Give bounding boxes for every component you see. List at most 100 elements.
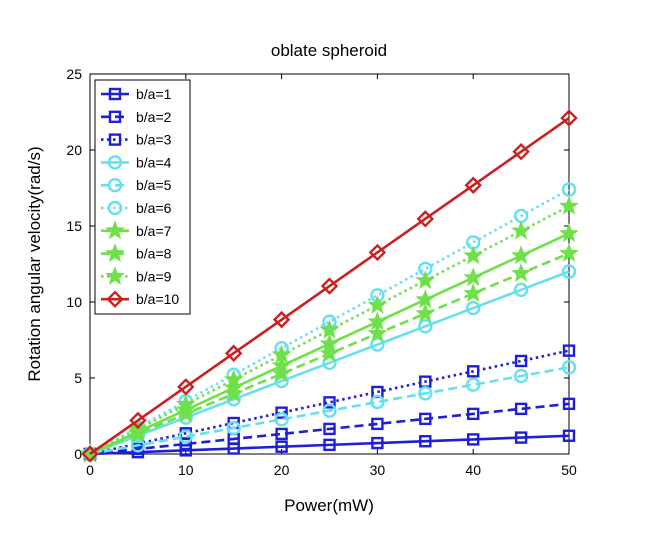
legend-marker — [107, 177, 123, 193]
data-point — [223, 383, 244, 403]
data-point — [463, 283, 484, 302]
data-point — [81, 445, 99, 463]
data-point — [511, 245, 532, 265]
data-point — [463, 245, 484, 265]
data-point — [370, 394, 385, 410]
legend-marker — [108, 87, 122, 101]
legend-entry: b/a=2 — [101, 109, 172, 125]
data-point — [223, 369, 244, 389]
legend-label: b/a=1 — [136, 86, 172, 102]
chart-title: oblate spheroid — [271, 41, 387, 60]
series-line — [89, 434, 570, 456]
data-point — [559, 223, 579, 243]
y-tick-label: 5 — [74, 370, 82, 386]
series-line — [89, 188, 570, 456]
series-line — [89, 117, 570, 456]
data-point — [512, 142, 530, 161]
legend-entry: b/a=10 — [101, 290, 179, 308]
data-point — [177, 378, 195, 396]
data-point — [466, 377, 481, 392]
series-line — [89, 402, 570, 456]
legend-entry: b/a=8 — [101, 243, 172, 263]
data-point — [178, 429, 194, 444]
data-point — [226, 420, 241, 436]
data-point — [370, 337, 385, 352]
legend-marker — [106, 290, 124, 308]
legend-marker — [105, 243, 125, 263]
x-tick-label: 0 — [86, 462, 94, 478]
series-line — [89, 349, 570, 456]
legend-entry: b/a=6 — [101, 200, 172, 216]
legend-label: b/a=5 — [136, 177, 172, 193]
data-point — [367, 323, 388, 343]
data-point — [275, 440, 288, 453]
data-point — [467, 407, 480, 421]
data-point — [323, 422, 336, 436]
data-point — [371, 436, 384, 450]
y-axis-label: Rotation angular velocity(rad/s) — [25, 146, 44, 381]
x-tick-label: 40 — [465, 462, 481, 478]
data-point — [561, 264, 577, 279]
data-point — [323, 438, 336, 452]
data-point — [275, 427, 288, 441]
legend-marker — [107, 200, 123, 216]
legend-label: b/a=3 — [136, 132, 172, 148]
data-point — [562, 429, 576, 442]
data-point — [271, 363, 292, 383]
data-point — [513, 282, 529, 298]
legend: b/a=1 b/a=2 b/a=3 b/a=4 b/a=5 b/a=6 b/a=7 b/a=8… — [94, 79, 191, 315]
series-b-a-5 — [82, 360, 577, 462]
data-point — [319, 343, 340, 363]
data-point — [467, 365, 480, 378]
legend-label: b/a=4 — [136, 154, 172, 170]
legend-entry: b/a=9 — [101, 265, 172, 285]
y-tick-label: 25 — [66, 66, 82, 82]
data-point — [129, 411, 147, 430]
legend-marker — [105, 265, 125, 285]
data-point — [514, 354, 528, 368]
data-point — [514, 402, 528, 416]
data-point — [419, 435, 432, 448]
data-point — [559, 195, 579, 215]
legend-entry: b/a=4 — [101, 154, 172, 170]
data-point — [562, 344, 576, 357]
data-point — [367, 294, 388, 314]
data-point — [319, 319, 340, 339]
data-point — [511, 220, 532, 240]
data-point — [415, 270, 436, 289]
data-point — [320, 277, 339, 295]
data-point — [323, 396, 336, 409]
data-point — [463, 267, 484, 287]
data-point — [418, 386, 433, 401]
data-point — [561, 360, 577, 375]
legend-marker — [105, 220, 125, 240]
data-point — [559, 242, 579, 262]
series-line — [89, 270, 570, 456]
legend-marker — [107, 155, 123, 170]
data-point — [130, 438, 146, 453]
legend-entry: b/a=1 — [101, 86, 172, 102]
y-tick-label: 0 — [74, 446, 82, 462]
x-tick-label: 20 — [274, 462, 290, 478]
data-point — [368, 243, 387, 262]
data-point — [514, 431, 528, 444]
y-tick-label: 15 — [66, 218, 82, 234]
axis-ticks: 0 10 20 30 40 50 0 5 10 15 20 25 — [66, 66, 577, 478]
data-point — [274, 412, 289, 427]
data-point — [418, 319, 433, 334]
data-point — [466, 300, 481, 316]
legend-entry: b/a=7 — [101, 220, 172, 240]
legend-label: b/a=9 — [136, 268, 172, 284]
data-point — [175, 394, 196, 413]
x-tick-label: 30 — [370, 462, 386, 478]
data-point — [322, 403, 337, 418]
data-series — [80, 109, 579, 463]
data-point — [225, 344, 243, 362]
y-tick-label: 20 — [66, 142, 82, 158]
data-point — [271, 344, 292, 364]
legend-label: b/a=10 — [136, 291, 179, 307]
legend-label: b/a=8 — [136, 246, 172, 262]
data-point — [562, 397, 576, 411]
x-axis-label: Power(mW) — [284, 496, 374, 515]
